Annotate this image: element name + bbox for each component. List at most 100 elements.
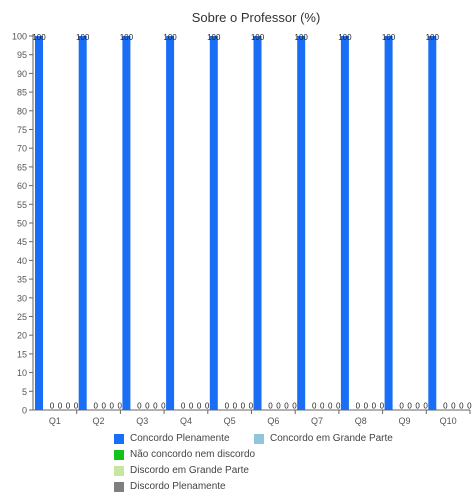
y-tick-label: 45 xyxy=(17,237,27,247)
legend-swatch xyxy=(254,433,264,444)
y-tick-label: 15 xyxy=(17,349,27,359)
data-label: 0 xyxy=(145,402,150,411)
bar xyxy=(166,36,175,410)
x-tick-label: Q3 xyxy=(136,416,148,426)
legend-label: Não concordo nem discordo xyxy=(130,449,256,460)
x-tick-label: Q2 xyxy=(93,416,105,426)
x-tick-label: Q1 xyxy=(49,416,61,426)
y-tick-label: 0 xyxy=(22,406,27,416)
data-label: 0 xyxy=(205,402,210,411)
data-label: 0 xyxy=(241,402,246,411)
data-label: 0 xyxy=(117,402,122,411)
data-label: 0 xyxy=(233,402,238,411)
y-tick-label: 20 xyxy=(17,331,27,341)
x-tick-label: Q9 xyxy=(398,416,410,426)
legend-swatch xyxy=(114,433,124,444)
bar xyxy=(35,36,43,410)
bars xyxy=(35,36,437,410)
legend-item: Concordo em Grande Parte xyxy=(254,433,393,444)
legend-item: Concordo Plenamente xyxy=(114,433,230,444)
data-label: 0 xyxy=(249,402,254,411)
legend-label: Discordo em Grande Parte xyxy=(130,465,249,476)
y-tick-label: 25 xyxy=(17,312,27,322)
data-label: 100 xyxy=(295,33,309,42)
bar xyxy=(340,36,349,410)
legend-item: Discordo em Grande Parte xyxy=(114,465,249,476)
data-label: 0 xyxy=(292,402,297,411)
y-tick-label: 55 xyxy=(17,200,27,210)
data-label: 0 xyxy=(268,402,273,411)
data-label: 0 xyxy=(356,402,361,411)
y-tick-label: 70 xyxy=(17,144,27,154)
data-label: 0 xyxy=(443,402,448,411)
data-label: 0 xyxy=(312,402,317,411)
data-label: 0 xyxy=(399,402,404,411)
x-tick-label: Q8 xyxy=(355,416,367,426)
bar xyxy=(253,36,262,410)
data-label: 0 xyxy=(328,402,333,411)
data-label: 100 xyxy=(163,33,177,42)
data-label: 0 xyxy=(364,402,369,411)
data-label: 0 xyxy=(101,402,106,411)
legend-swatch xyxy=(114,449,124,460)
data-label: 0 xyxy=(189,402,194,411)
y-tick-label: 10 xyxy=(17,368,27,378)
legend-swatch xyxy=(114,465,124,476)
y-tick-label: 50 xyxy=(17,219,27,229)
legend-item: Não concordo nem discordo xyxy=(114,449,255,460)
data-label: 0 xyxy=(74,402,79,411)
data-label: 100 xyxy=(338,33,352,42)
data-label: 0 xyxy=(181,402,186,411)
data-label: 0 xyxy=(66,402,71,411)
data-label: 100 xyxy=(207,33,221,42)
y-tick-label: 60 xyxy=(17,181,27,191)
data-label: 100 xyxy=(426,33,440,42)
data-label: 0 xyxy=(197,402,202,411)
data-label: 100 xyxy=(382,33,396,42)
data-label: 0 xyxy=(284,402,289,411)
data-label: 0 xyxy=(372,402,377,411)
data-label: 100 xyxy=(32,33,46,42)
y-tick-label: 80 xyxy=(17,106,27,116)
x-tick-label: Q7 xyxy=(311,416,323,426)
y-tick-label: 65 xyxy=(17,162,27,172)
data-label: 0 xyxy=(58,402,63,411)
x-tick-label: Q4 xyxy=(180,416,192,426)
legend-label: Concordo Plenamente xyxy=(130,433,230,444)
data-label: 0 xyxy=(276,402,281,411)
legend-swatch xyxy=(114,481,124,492)
data-label: 0 xyxy=(153,402,158,411)
data-label: 0 xyxy=(423,402,428,411)
data-label: 0 xyxy=(467,402,472,411)
y-tick-label: 95 xyxy=(17,50,27,60)
bar xyxy=(384,36,393,410)
data-label: 0 xyxy=(320,402,325,411)
y-tick-label: 90 xyxy=(17,69,27,79)
data-label: 0 xyxy=(451,402,456,411)
bar xyxy=(209,36,218,410)
y-tick-label: 30 xyxy=(17,293,27,303)
data-label: 0 xyxy=(137,402,142,411)
legend-item: Discordo Plenamente xyxy=(114,481,226,492)
legend-label: Concordo em Grande Parte xyxy=(270,433,393,444)
data-label: 0 xyxy=(161,402,166,411)
bar xyxy=(428,36,437,410)
bar xyxy=(297,36,306,410)
y-tick-label: 40 xyxy=(17,256,27,266)
y-tick-label: 35 xyxy=(17,275,27,285)
data-label: 0 xyxy=(415,402,420,411)
data-label: 100 xyxy=(251,33,265,42)
data-label: 0 xyxy=(225,402,230,411)
data-label: 0 xyxy=(109,402,114,411)
y-tick-label: 5 xyxy=(22,387,27,397)
data-label: 0 xyxy=(407,402,412,411)
bar xyxy=(122,36,131,410)
y-tick-label: 100 xyxy=(12,32,27,42)
x-tick-label: Q10 xyxy=(440,416,457,426)
data-label: 0 xyxy=(459,402,464,411)
chart-title: Sobre o Professor (%) xyxy=(192,10,321,25)
y-tick-label: 75 xyxy=(17,125,27,135)
data-label: 100 xyxy=(76,33,90,42)
